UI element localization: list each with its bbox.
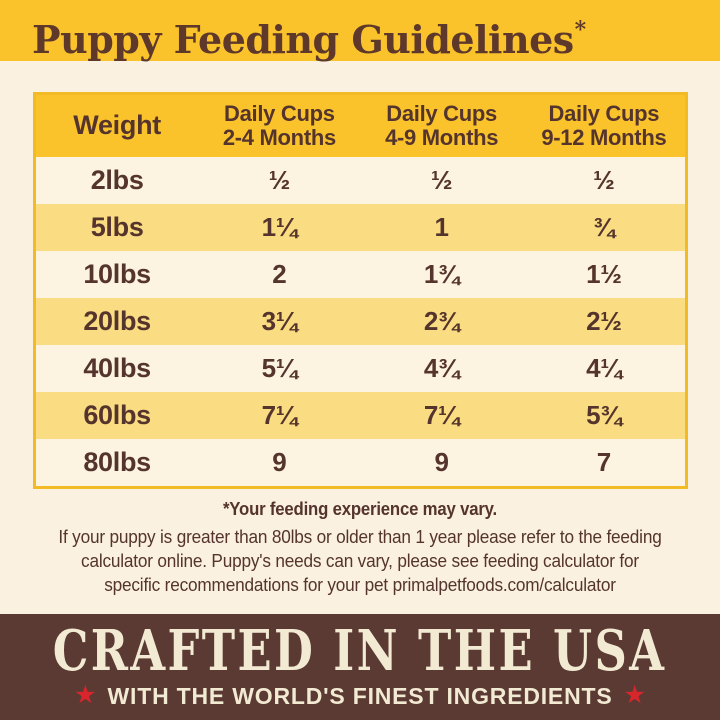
header-9-12-months: Daily Cups 9-12 Months <box>523 100 685 150</box>
footnote-line-3: specific recommendations for your pet pr… <box>104 574 616 595</box>
value-cell: 1½ <box>586 259 622 289</box>
value-cell: 1¼ <box>261 212 298 242</box>
table-row: 5lbs 1¼ 1 ¾ <box>36 204 685 251</box>
table-row: 60lbs 7¼ 7¼ 5¾ <box>36 392 685 439</box>
bottom-banner: CRAFTED IN THE USA ★ WITH THE WORLD'S FI… <box>0 614 720 720</box>
weight-cell: 2lbs <box>90 165 144 195</box>
value-cell: 9 <box>434 447 449 477</box>
weight-cell: 20lbs <box>83 306 151 336</box>
header-weight: Weight <box>73 110 161 141</box>
value-cell: 2 <box>272 259 287 289</box>
table-row: 2lbs ½ ½ ½ <box>36 157 685 204</box>
value-cell: 5¼ <box>261 353 298 383</box>
header-4-9-line2: 4-9 Months <box>385 125 499 150</box>
ingredients-subtitle: WITH THE WORLD'S FINEST INGREDIENTS <box>107 683 613 709</box>
header-2-4-months: Daily Cups 2-4 Months <box>198 100 360 150</box>
crafted-in-usa-title: CRAFTED IN THE USA <box>53 618 667 684</box>
value-cell: ½ <box>430 165 453 195</box>
header-4-9-months: Daily Cups 4-9 Months <box>361 100 523 150</box>
value-cell: 1¾ <box>423 259 460 289</box>
value-cell: ¾ <box>593 212 615 242</box>
weight-cell: 60lbs <box>83 400 151 430</box>
table-row: 40lbs 5¼ 4¾ 4¼ <box>36 345 685 392</box>
top-band: Puppy Feeding Guidelines* <box>0 0 720 62</box>
header-9-12-line2: 9-12 Months <box>541 125 667 150</box>
header-2-4-line1: Daily Cups <box>224 100 335 126</box>
title-asterisk: * <box>574 17 587 43</box>
ingredients-subtitle-row: ★ WITH THE WORLD'S FINEST INGREDIENTS ★ <box>74 683 646 710</box>
table-row: 80lbs 9 9 7 <box>36 439 685 486</box>
table-row: 20lbs 3¼ 2¾ 2½ <box>36 298 685 345</box>
value-cell: 4¾ <box>423 353 460 383</box>
table-header-row: Weight Daily Cups 2-4 Months Daily Cups … <box>36 95 685 157</box>
footnote-line-1: If your puppy is greater than 80lbs or o… <box>58 526 662 547</box>
value-cell: 9 <box>272 447 287 477</box>
weight-cell: 40lbs <box>83 353 151 383</box>
value-cell: 7 <box>596 447 611 477</box>
header-9-12-line1: Daily Cups <box>548 100 660 126</box>
value-cell: ½ <box>593 165 615 195</box>
page-title-text: Puppy Feeding Guidelines <box>32 17 574 62</box>
footnote-line-2: calculator online. Puppy's needs can var… <box>81 550 639 571</box>
header-2-4-line2: 2-4 Months <box>222 125 336 150</box>
value-cell: 2½ <box>586 306 622 336</box>
page-title: Puppy Feeding Guidelines* <box>0 0 720 70</box>
header-4-9-line1: Daily Cups <box>386 100 497 126</box>
feeding-table: Weight Daily Cups 2-4 Months Daily Cups … <box>33 92 688 489</box>
footnote: *Your feeding experience may vary. If yo… <box>25 499 695 597</box>
weight-cell: 80lbs <box>83 447 151 477</box>
value-cell: 4¼ <box>586 353 622 383</box>
star-right-icon: ★ <box>623 681 646 709</box>
value-cell: 7¼ <box>261 400 298 430</box>
value-cell: 3¼ <box>261 306 298 336</box>
footnote-disclaimer: *Your feeding experience may vary. <box>222 499 498 519</box>
table-row: 10lbs 2 1¾ 1½ <box>36 251 685 298</box>
value-cell: 2¾ <box>423 306 460 336</box>
star-left-icon: ★ <box>74 681 97 709</box>
value-cell: ½ <box>268 165 291 195</box>
value-cell: 7¼ <box>423 400 460 430</box>
value-cell: 5¾ <box>586 400 622 430</box>
weight-cell: 5lbs <box>90 212 144 242</box>
weight-cell: 10lbs <box>83 259 151 289</box>
value-cell: 1 <box>434 212 449 242</box>
